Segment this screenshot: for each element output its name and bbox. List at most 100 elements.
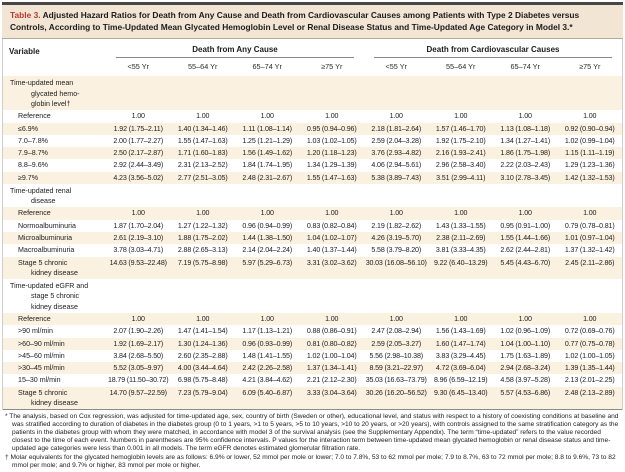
hazard-ratio-cell: 1.00 [196, 112, 210, 121]
hazard-ratio-cell: 2.59 (2.05–3.27) [371, 339, 422, 348]
hazard-ratio-cell: 1.20 (1.18–1.23) [306, 149, 357, 158]
hazard-ratio-cell: 1.56 (1.49–1.62) [242, 149, 293, 158]
table-row: Macroalbuminuria 3.78 (3.03–4.71) 2.88 (2.… [3, 244, 622, 256]
age-column-header: ≥75 Yr [321, 62, 343, 72]
table-row: Stage 5 chronic kidney disease 14.70 (9.5… [3, 386, 622, 410]
row-label: Normoalbuminuria [18, 221, 76, 230]
hazard-ratio-cell: 0.83 (0.82–0.84) [306, 221, 357, 230]
hazard-ratio-cell: 1.04 (1.00–1.10) [500, 339, 551, 348]
hazard-ratio-cell: 1.00 [454, 315, 468, 323]
hazard-ratio-cell: 1.25 (1.21–1.29) [242, 136, 293, 145]
hazard-ratio-cell: 1.11 (1.08–1.14) [242, 124, 292, 133]
hazard-ratio-cell: 2.07 (1.90–2.26) [113, 327, 164, 336]
hazard-ratio-cell: 1.00 [583, 209, 597, 218]
hazard-ratio-cell: 14.70 (9.57–22.59) [109, 388, 167, 397]
hazard-ratio-cell: 1.37 (1.32–1.42) [564, 246, 615, 255]
hazard-ratio-cell: 3.84 (2.68–5.50) [113, 351, 164, 360]
hazard-ratio-cell: 4.00 (3.44–4.64) [177, 364, 228, 373]
hazard-ratio-cell: 1.00 [389, 315, 403, 323]
hazard-ratio-cell: 1.57 (1.46–1.70) [435, 124, 486, 133]
hazard-ratio-cell: 2.00 (1.77–2.27) [113, 136, 164, 145]
hazard-ratio-cell: 4.21 (3.84–4.62) [242, 376, 293, 385]
row-label: ≤6.9% [18, 124, 39, 133]
row-label: Reference [18, 209, 51, 218]
table-row: Normoalbuminuria 1.87 (1.70–2.04) 1.27 (1.… [3, 220, 622, 232]
hazard-ratio-cell: 8.59 (3.21–22.97) [369, 364, 424, 373]
hazard-ratio-cell: 2.47 (2.08–2.94) [371, 327, 422, 336]
top-border-bar [2, 2, 623, 5]
hazard-ratio-cell: 4.58 (3.97–5.28) [500, 376, 551, 385]
hazard-ratio-cell: 1.30 (1.24–1.36) [177, 339, 228, 348]
table-row: Reference 1.00 1.00 1.00 1.00 1.00 1.00 1.00 1.0… [3, 110, 622, 122]
table-title: Table 3. Adjusted Hazard Ratios for Deat… [2, 5, 623, 40]
column-group-cv-causes: Death from Cardiovascular Causes [364, 39, 622, 59]
hazard-ratio-cell: 0.88 (0.86–0.91) [306, 327, 357, 336]
hazard-ratio-cell: 2.22 (2.03–2.43) [500, 161, 551, 170]
hazard-ratio-cell: 1.00 [131, 112, 145, 121]
table-row: Reference 1.00 1.00 1.00 1.00 1.00 1.00 1.00 1.0… [3, 207, 622, 220]
age-column-header: 65–74 Yr [252, 62, 282, 72]
table-header: Variable Death from Any Cause Death from… [3, 39, 622, 76]
table-body: Time-updated mean glycated hemo- globin … [3, 76, 622, 410]
row-label: Reference [18, 315, 51, 323]
hazard-ratio-cell: 1.39 (1.35–1.44) [564, 364, 615, 373]
hazard-ratio-cell: 1.17 (1.13–1.21) [242, 327, 293, 336]
hazard-ratio-cell: 3.81 (3.33–4.35) [435, 246, 486, 255]
hazard-ratio-cell: 5.57 (4.53–6.86) [500, 388, 551, 397]
hazard-ratio-table: Variable Death from Any Cause Death from… [3, 39, 622, 411]
footnote: * The analysis, based on Cox regression,… [5, 413, 619, 453]
hazard-ratio-cell: 1.02 (0.96–1.09) [500, 327, 551, 336]
hazard-ratio-cell: 0.95 (0.94–0.96) [306, 124, 357, 133]
footnote-text: Molar equivalents for the glycated hemog… [10, 453, 616, 469]
hazard-ratio-cell: 2.60 (2.35–2.88) [177, 351, 228, 360]
hazard-ratio-cell: 18.79 (11.50–30.72) [107, 376, 169, 385]
hazard-ratio-cell: 2.92 (2.44–3.49) [113, 161, 164, 170]
hazard-ratio-cell: 2.13 (2.01–2.25) [564, 376, 615, 385]
table-row: ≥9.7% 4.23 (3.56–5.02) 2.77 (2.51–3.05) 2.4… [3, 171, 622, 184]
hazard-ratio-cell: 0.95 (0.91–1.00) [500, 221, 551, 230]
section-header-row: Time-updated renal disease [3, 184, 622, 208]
row-label: Stage 5 chronic kidney disease [18, 388, 78, 407]
hazard-ratio-cell: 7.23 (5.79–9.04) [177, 388, 228, 397]
hazard-ratio-cell: 1.00 [131, 209, 145, 218]
table-row: Microalbuminuria 2.61 (2.19–3.10) 1.88 (1.… [3, 232, 622, 245]
column-group-any-cause-label: Death from Any Cause [116, 45, 354, 59]
hazard-ratio-cell: 1.00 [260, 315, 274, 323]
row-label: >30–45 ml/min [18, 364, 65, 373]
hazard-ratio-cell: 3.78 (3.03–4.71) [113, 246, 164, 255]
table-title-text: Adjusted Hazard Ratios for Death from An… [10, 10, 580, 33]
hazard-ratio-cell: 5.56 (2.98–10.38) [369, 351, 424, 360]
hazard-ratio-cell: 2.96 (2.58–3.40) [435, 161, 486, 170]
age-column-header: <55 Yr [385, 62, 408, 72]
table-row: >30–45 ml/min 5.52 (3.05–9.97) 4.00 (3.44–… [3, 362, 622, 375]
hazard-ratio-cell: 1.44 (1.38–1.50) [242, 234, 293, 243]
table-row: 7.9–8.7% 2.50 (2.17–2.87) 1.71 (1.60–1.83)… [3, 147, 622, 160]
hazard-ratio-cell: 1.48 (1.41–1.55) [242, 351, 293, 360]
hazard-ratio-cell: 1.92 (1.75–2.10) [435, 136, 486, 145]
row-label: Stage 5 chronic kidney disease [18, 258, 78, 277]
column-group-cv-causes-label: Death from Cardiovascular Causes [374, 45, 612, 59]
hazard-ratio-cell: 0.96 (0.94–0.99) [242, 221, 293, 230]
age-column-header: 55–64 Yr [188, 62, 218, 72]
hazard-ratio-cell: 3.31 (3.02–3.62) [306, 258, 357, 267]
section-header-row: Time-updated mean glycated hemo- globin … [3, 76, 622, 111]
hazard-ratio-cell: 0.92 (0.90–0.94) [564, 124, 615, 133]
hazard-ratio-cell: 5.97 (5.29–6.73) [242, 258, 293, 267]
section-header-label: Time-updated renal disease [10, 186, 72, 206]
hazard-ratio-cell: 1.37 (1.34–1.41) [306, 364, 357, 373]
hazard-ratio-cell: 1.00 [583, 112, 597, 121]
hazard-ratio-cell: 1.00 [389, 112, 403, 121]
footnote-marker: * [5, 413, 8, 421]
hazard-ratio-cell: 4.26 (3.19–5.70) [371, 234, 422, 243]
table-row: 15–30 ml/min 18.79 (11.50–30.72) 6.98 (5.7… [3, 374, 622, 386]
hazard-ratio-cell: 6.98 (5.75–8.48) [177, 376, 228, 385]
footnote-marker: † [5, 453, 9, 461]
table-frame: Variable Death from Any Cause Death from… [2, 39, 623, 411]
hazard-ratio-cell: 1.03 (1.02–1.05) [306, 136, 357, 145]
hazard-ratio-cell: 2.48 (2.13–2.89) [564, 388, 615, 397]
row-label: >90 ml/min [18, 327, 53, 336]
hazard-ratio-cell: 4.06 (2.94–5.61) [371, 161, 422, 170]
hazard-ratio-cell: 1.00 [518, 112, 532, 121]
hazard-ratio-cell: 1.84 (1.74–1.95) [242, 161, 293, 170]
row-label: 15–30 ml/min [18, 376, 61, 385]
